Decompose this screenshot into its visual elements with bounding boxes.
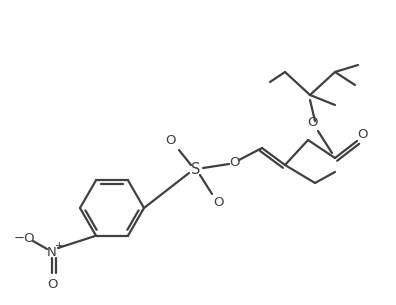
Text: N: N [47,246,57,259]
Text: O: O [307,117,317,130]
Text: O: O [229,156,239,168]
Text: O: O [358,127,368,141]
Text: +: + [55,241,63,251]
Text: S: S [191,163,201,178]
Text: O: O [166,134,176,146]
Text: O: O [214,196,224,210]
Text: O: O [47,278,57,292]
Text: −O: −O [13,231,35,245]
